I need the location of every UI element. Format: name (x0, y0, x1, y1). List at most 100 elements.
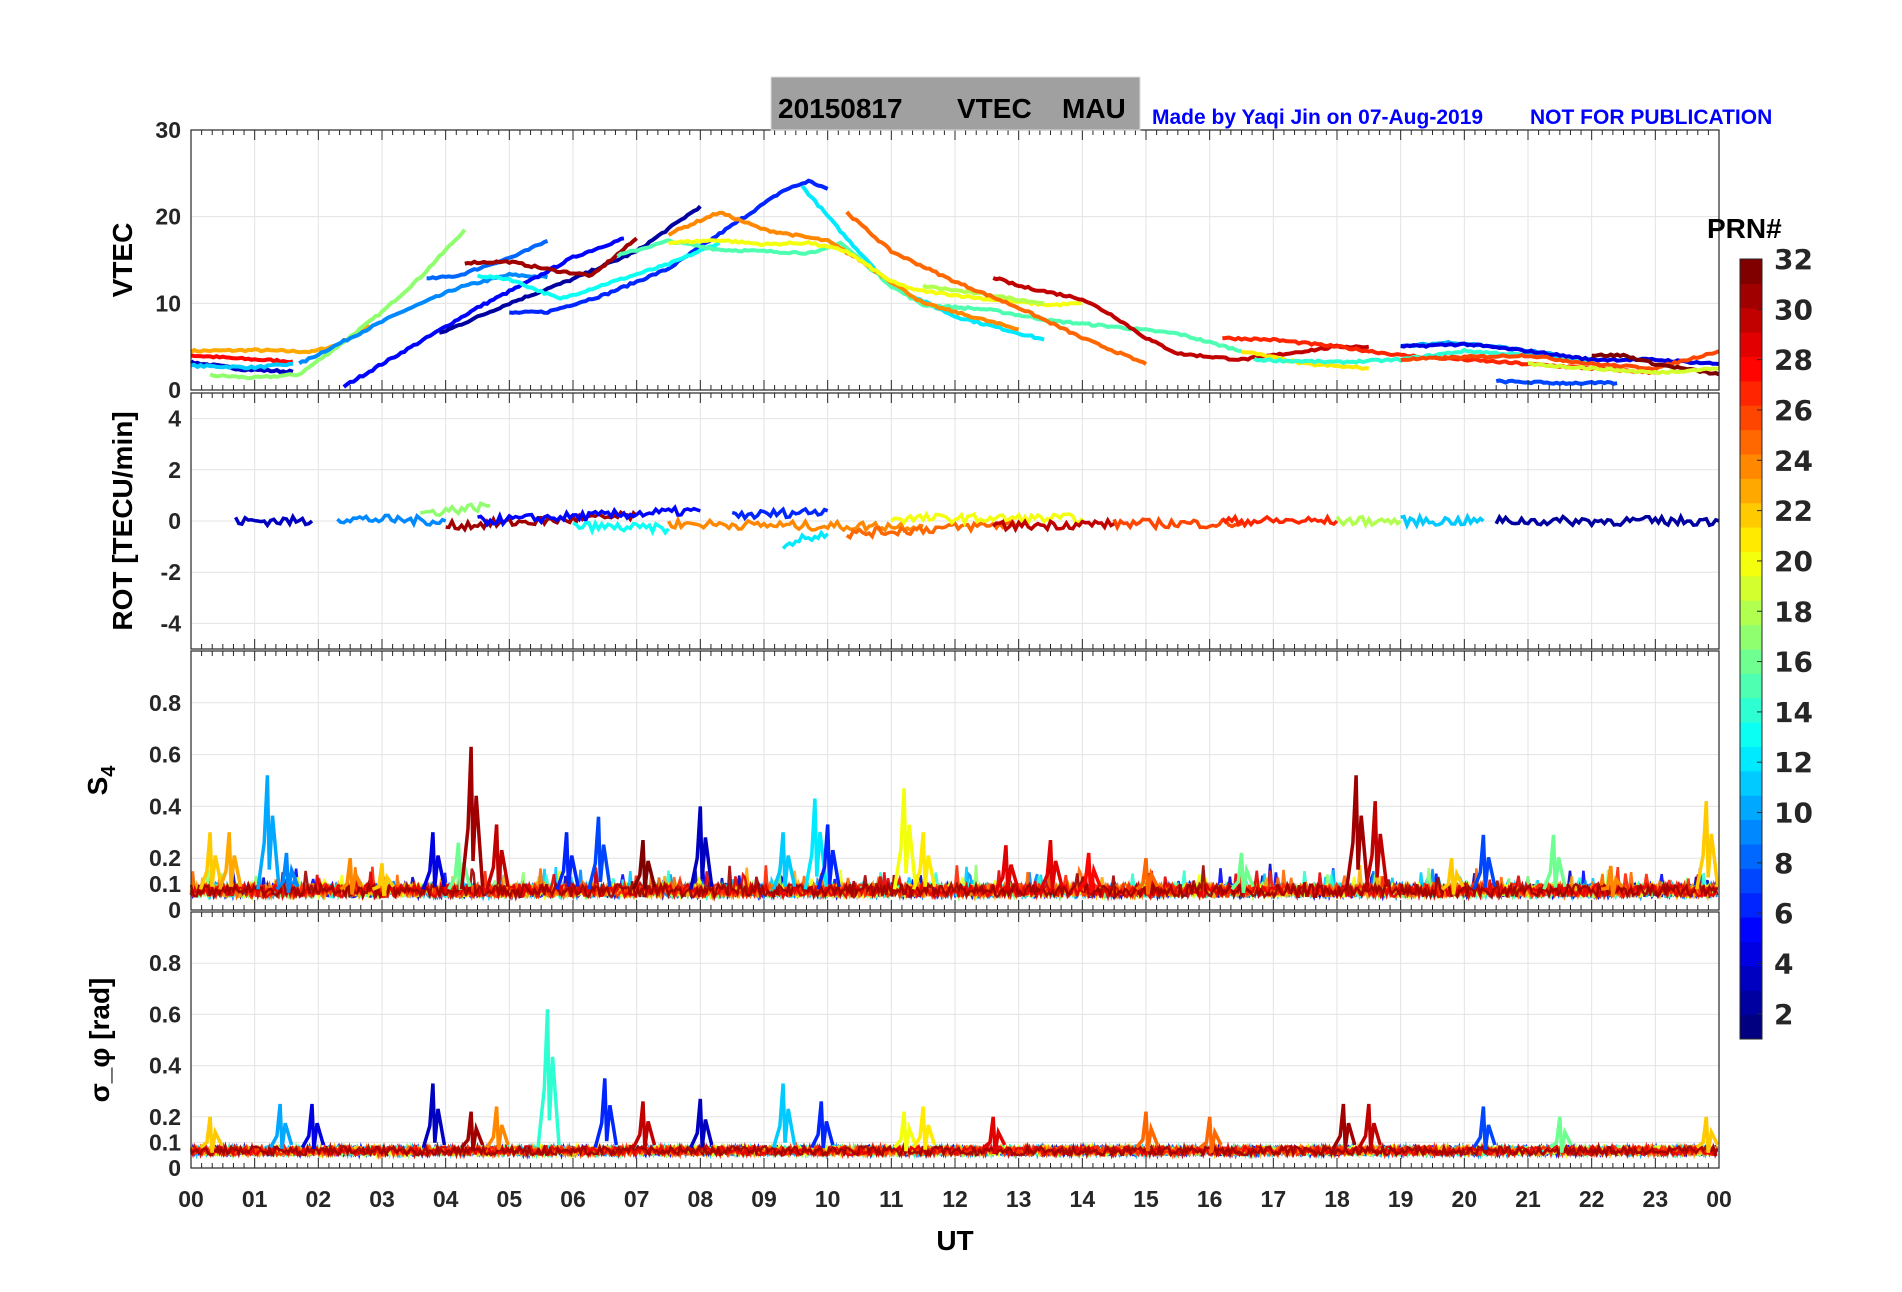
prn-7-track (1495, 378, 1618, 386)
prn-7-spike (1472, 1106, 1497, 1150)
prn-6-spike (593, 1078, 619, 1148)
prn-6-track (509, 178, 829, 315)
x-tick-label: 18 (1324, 1186, 1350, 1212)
x-tick-label: 00 (178, 1186, 204, 1212)
prn-24-spike (485, 1106, 510, 1150)
colorbar-tick-label: 4 (1774, 948, 1793, 981)
prn-25-spike (1135, 857, 1160, 895)
prn-29-spike (982, 1116, 1007, 1153)
prn-10-spike (269, 1103, 294, 1150)
x-tick-label: 19 (1388, 1186, 1414, 1212)
colorbar-tick-label: 28 (1774, 344, 1813, 377)
x-tick-label: 23 (1643, 1186, 1669, 1212)
prn-24-spike (1600, 865, 1624, 898)
x-tick-label: 09 (751, 1186, 777, 1212)
prn-12-track (800, 184, 1045, 342)
prn-31-spike (1344, 775, 1370, 890)
series-group (234, 501, 1720, 550)
colorbar-segment (1740, 649, 1762, 674)
prn-24-spike (339, 857, 364, 895)
panel-vtec: 0 10 20 30 VTEC (107, 117, 1720, 403)
colorbar-tick-label: 16 (1774, 646, 1813, 679)
y-tick-label: 20 (155, 204, 181, 230)
prn-22-spike (1440, 857, 1465, 895)
prn-9-spike (275, 852, 300, 894)
prn-6-track (731, 506, 829, 522)
prn-11-track (1400, 512, 1485, 530)
y-axis-label: ROT [TECU/min] (107, 411, 138, 630)
y-tick-label: 30 (155, 117, 181, 143)
prn-31-track (464, 236, 638, 279)
colorbar-segment (1740, 795, 1762, 821)
colorbar-segment (1740, 746, 1762, 772)
colorbar-segment (1740, 527, 1762, 552)
y-tick-label: 0 (168, 508, 181, 534)
prn-22-spike (198, 832, 224, 890)
x-tick-label: 17 (1261, 1186, 1287, 1212)
title-date: 20150817 (778, 93, 903, 124)
title-station: MAU (1062, 93, 1126, 124)
x-tick-label: 21 (1515, 1186, 1541, 1212)
prn-11-spike (771, 832, 797, 890)
colorbar-segment (1740, 380, 1762, 406)
prn-29-spike (994, 845, 1020, 891)
panel-sigma: 00.10.2 0.4 0.6 0.8 σ_φ [rad] (84, 911, 1720, 1181)
prn-3-spike (689, 1098, 714, 1149)
prn-6-spike (810, 1101, 835, 1149)
y-axis-label: VTEC (107, 223, 138, 298)
y-tick-label: 0.2 (149, 845, 181, 871)
prn-31-spike (459, 746, 485, 890)
series-group (189, 746, 1720, 902)
prn-2-track (438, 204, 702, 335)
prn-13-track (572, 518, 670, 537)
colorbar-segment (1740, 356, 1762, 382)
prn-16-spike (1230, 852, 1255, 894)
prn-11-track (190, 361, 294, 371)
title-product: VTEC (957, 93, 1032, 124)
prn-23-track (189, 323, 371, 355)
colorbar-segment (1740, 990, 1762, 1016)
x-tick-label: 11 (879, 1186, 904, 1212)
prn-14-spike (536, 1009, 561, 1148)
prn-28-track (190, 353, 294, 365)
y-tick-label: 2 (168, 457, 181, 483)
colorbar-segment (1740, 283, 1762, 309)
colorbar-segment (1740, 575, 1762, 601)
y-tick-label: 0.8 (149, 690, 181, 716)
series-group (189, 1009, 1720, 1161)
prn-22-spike (1695, 1116, 1720, 1153)
prn-31-track (445, 509, 638, 533)
prn-32-spike (631, 839, 657, 891)
prn-31-trace (189, 1141, 1719, 1160)
colorbar-tick-label: 6 (1774, 897, 1793, 930)
prn-30-spike (1357, 1103, 1382, 1150)
x-tick-label: 01 (242, 1186, 268, 1212)
colorbar-segment (1740, 722, 1762, 747)
prn-28-spike (1077, 852, 1102, 894)
prn-9-track (298, 271, 549, 365)
prn-17-track (209, 228, 467, 381)
x-tick-label: 05 (497, 1186, 523, 1212)
y-tick-label: 0 (168, 377, 181, 403)
colorbar-segment (1740, 1014, 1762, 1040)
colorbar-segment (1740, 600, 1762, 626)
prn-11-spike (771, 1083, 797, 1148)
prn-12-spike (803, 798, 829, 890)
x-tick-label: 08 (688, 1186, 714, 1212)
prn-31-trace (189, 865, 1719, 902)
x-tick-label: 03 (369, 1186, 395, 1212)
colorbar-label: PRN# (1707, 213, 1782, 244)
y-axis-label: σ_φ [rad] (84, 978, 115, 1103)
y-tick-label: 0 (168, 1155, 181, 1181)
colorbar-segment (1740, 673, 1762, 699)
prn-30-spike (631, 1101, 657, 1149)
prn-2-track (1494, 512, 1720, 529)
y-tick-label: 0.8 (149, 950, 181, 976)
prn-24-track (667, 210, 1019, 332)
colorbar-segment (1740, 478, 1762, 504)
y-tick-label: 0.6 (149, 1001, 181, 1027)
prn-3-spike (421, 1083, 447, 1148)
prn-27-track (1221, 513, 1339, 529)
colorbar-segment (1740, 307, 1762, 333)
colorbar-segment (1740, 941, 1762, 967)
